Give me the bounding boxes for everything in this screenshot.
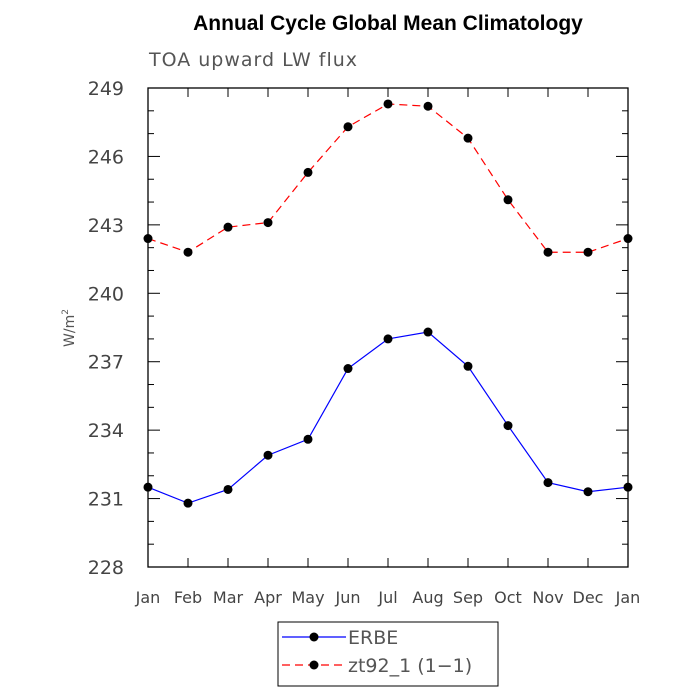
legend-label: zt92_1 (1−1) — [348, 655, 472, 677]
data-point — [183, 498, 193, 508]
y-tick-label: 249 — [88, 78, 124, 100]
data-point — [423, 327, 433, 337]
data-point — [583, 247, 593, 257]
x-tick-label: Jan — [135, 588, 161, 607]
chart-subtitle: TOA upward LW flux — [148, 49, 358, 71]
axis-ticks — [147, 87, 629, 568]
x-tick-label: Oct — [494, 588, 522, 607]
data-point — [503, 421, 513, 431]
x-tick-label: Dec — [573, 588, 604, 607]
series-2 — [143, 99, 633, 257]
data-point — [143, 234, 153, 244]
chart-title: Annual Cycle Global Mean Climatology — [193, 12, 583, 35]
y-tick-label: 228 — [88, 557, 124, 579]
y-tick-label: 240 — [88, 283, 124, 305]
legend-marker — [309, 632, 319, 642]
y-axis-label-main: W/m — [62, 315, 78, 347]
series-1 — [143, 327, 633, 508]
x-tick-label: Mar — [213, 588, 244, 607]
x-tick-label: Nov — [532, 588, 563, 607]
legend-label: ERBE — [348, 627, 398, 649]
x-tick-label: Jul — [377, 588, 397, 607]
legend-item: zt92_1 (1−1) — [282, 655, 472, 677]
data-point — [303, 434, 313, 444]
data-point — [623, 234, 633, 244]
data-point — [183, 247, 193, 257]
data-point — [463, 361, 473, 371]
y-tick-labels: 228 231 234 237 240 243 246 249 — [88, 78, 124, 579]
data-point — [463, 133, 473, 143]
x-tick-label: Jan — [615, 588, 641, 607]
y-axis-label: W/m2 — [61, 309, 78, 347]
y-tick-label: 234 — [88, 420, 124, 442]
x-tick-label: Feb — [174, 588, 202, 607]
y-tick-label: 231 — [88, 489, 124, 511]
data-point — [223, 222, 233, 232]
y-tick-label: 243 — [88, 215, 124, 237]
x-tick-label: Jun — [335, 588, 361, 607]
data-point — [263, 218, 273, 228]
x-tick-label: May — [291, 588, 324, 607]
data-point — [423, 101, 433, 111]
legend-items: ERBE zt92_1 (1−1) — [282, 627, 472, 677]
x-tick-label: Sep — [453, 588, 483, 607]
data-point — [543, 478, 553, 488]
data-point — [583, 487, 593, 497]
series-line — [147, 103, 629, 253]
series-layer — [143, 99, 633, 508]
x-tick-label: Apr — [254, 588, 282, 607]
data-point — [343, 364, 353, 374]
data-point — [503, 195, 513, 205]
data-point — [383, 334, 393, 344]
y-axis-label-superscript: 2 — [61, 309, 71, 315]
data-point — [383, 99, 393, 109]
plot-frame — [147, 87, 629, 568]
legend: ERBE zt92_1 (1−1) — [277, 621, 499, 687]
series-line — [147, 331, 629, 504]
x-tick-labels: Jan Feb Mar Apr May Jun Jul Aug Sep Oct Nov Dec Jan — [135, 588, 641, 607]
x-tick-label: Aug — [412, 588, 443, 607]
y-tick-label: 237 — [88, 352, 124, 374]
legend-item: ERBE — [282, 627, 398, 649]
data-point — [623, 482, 633, 492]
y-tick-label: 246 — [88, 146, 124, 168]
data-point — [143, 482, 153, 492]
data-point — [543, 247, 553, 257]
data-point — [263, 450, 273, 460]
data-point — [303, 167, 313, 177]
data-point — [223, 484, 233, 494]
legend-marker — [309, 660, 319, 670]
data-point — [343, 122, 353, 132]
